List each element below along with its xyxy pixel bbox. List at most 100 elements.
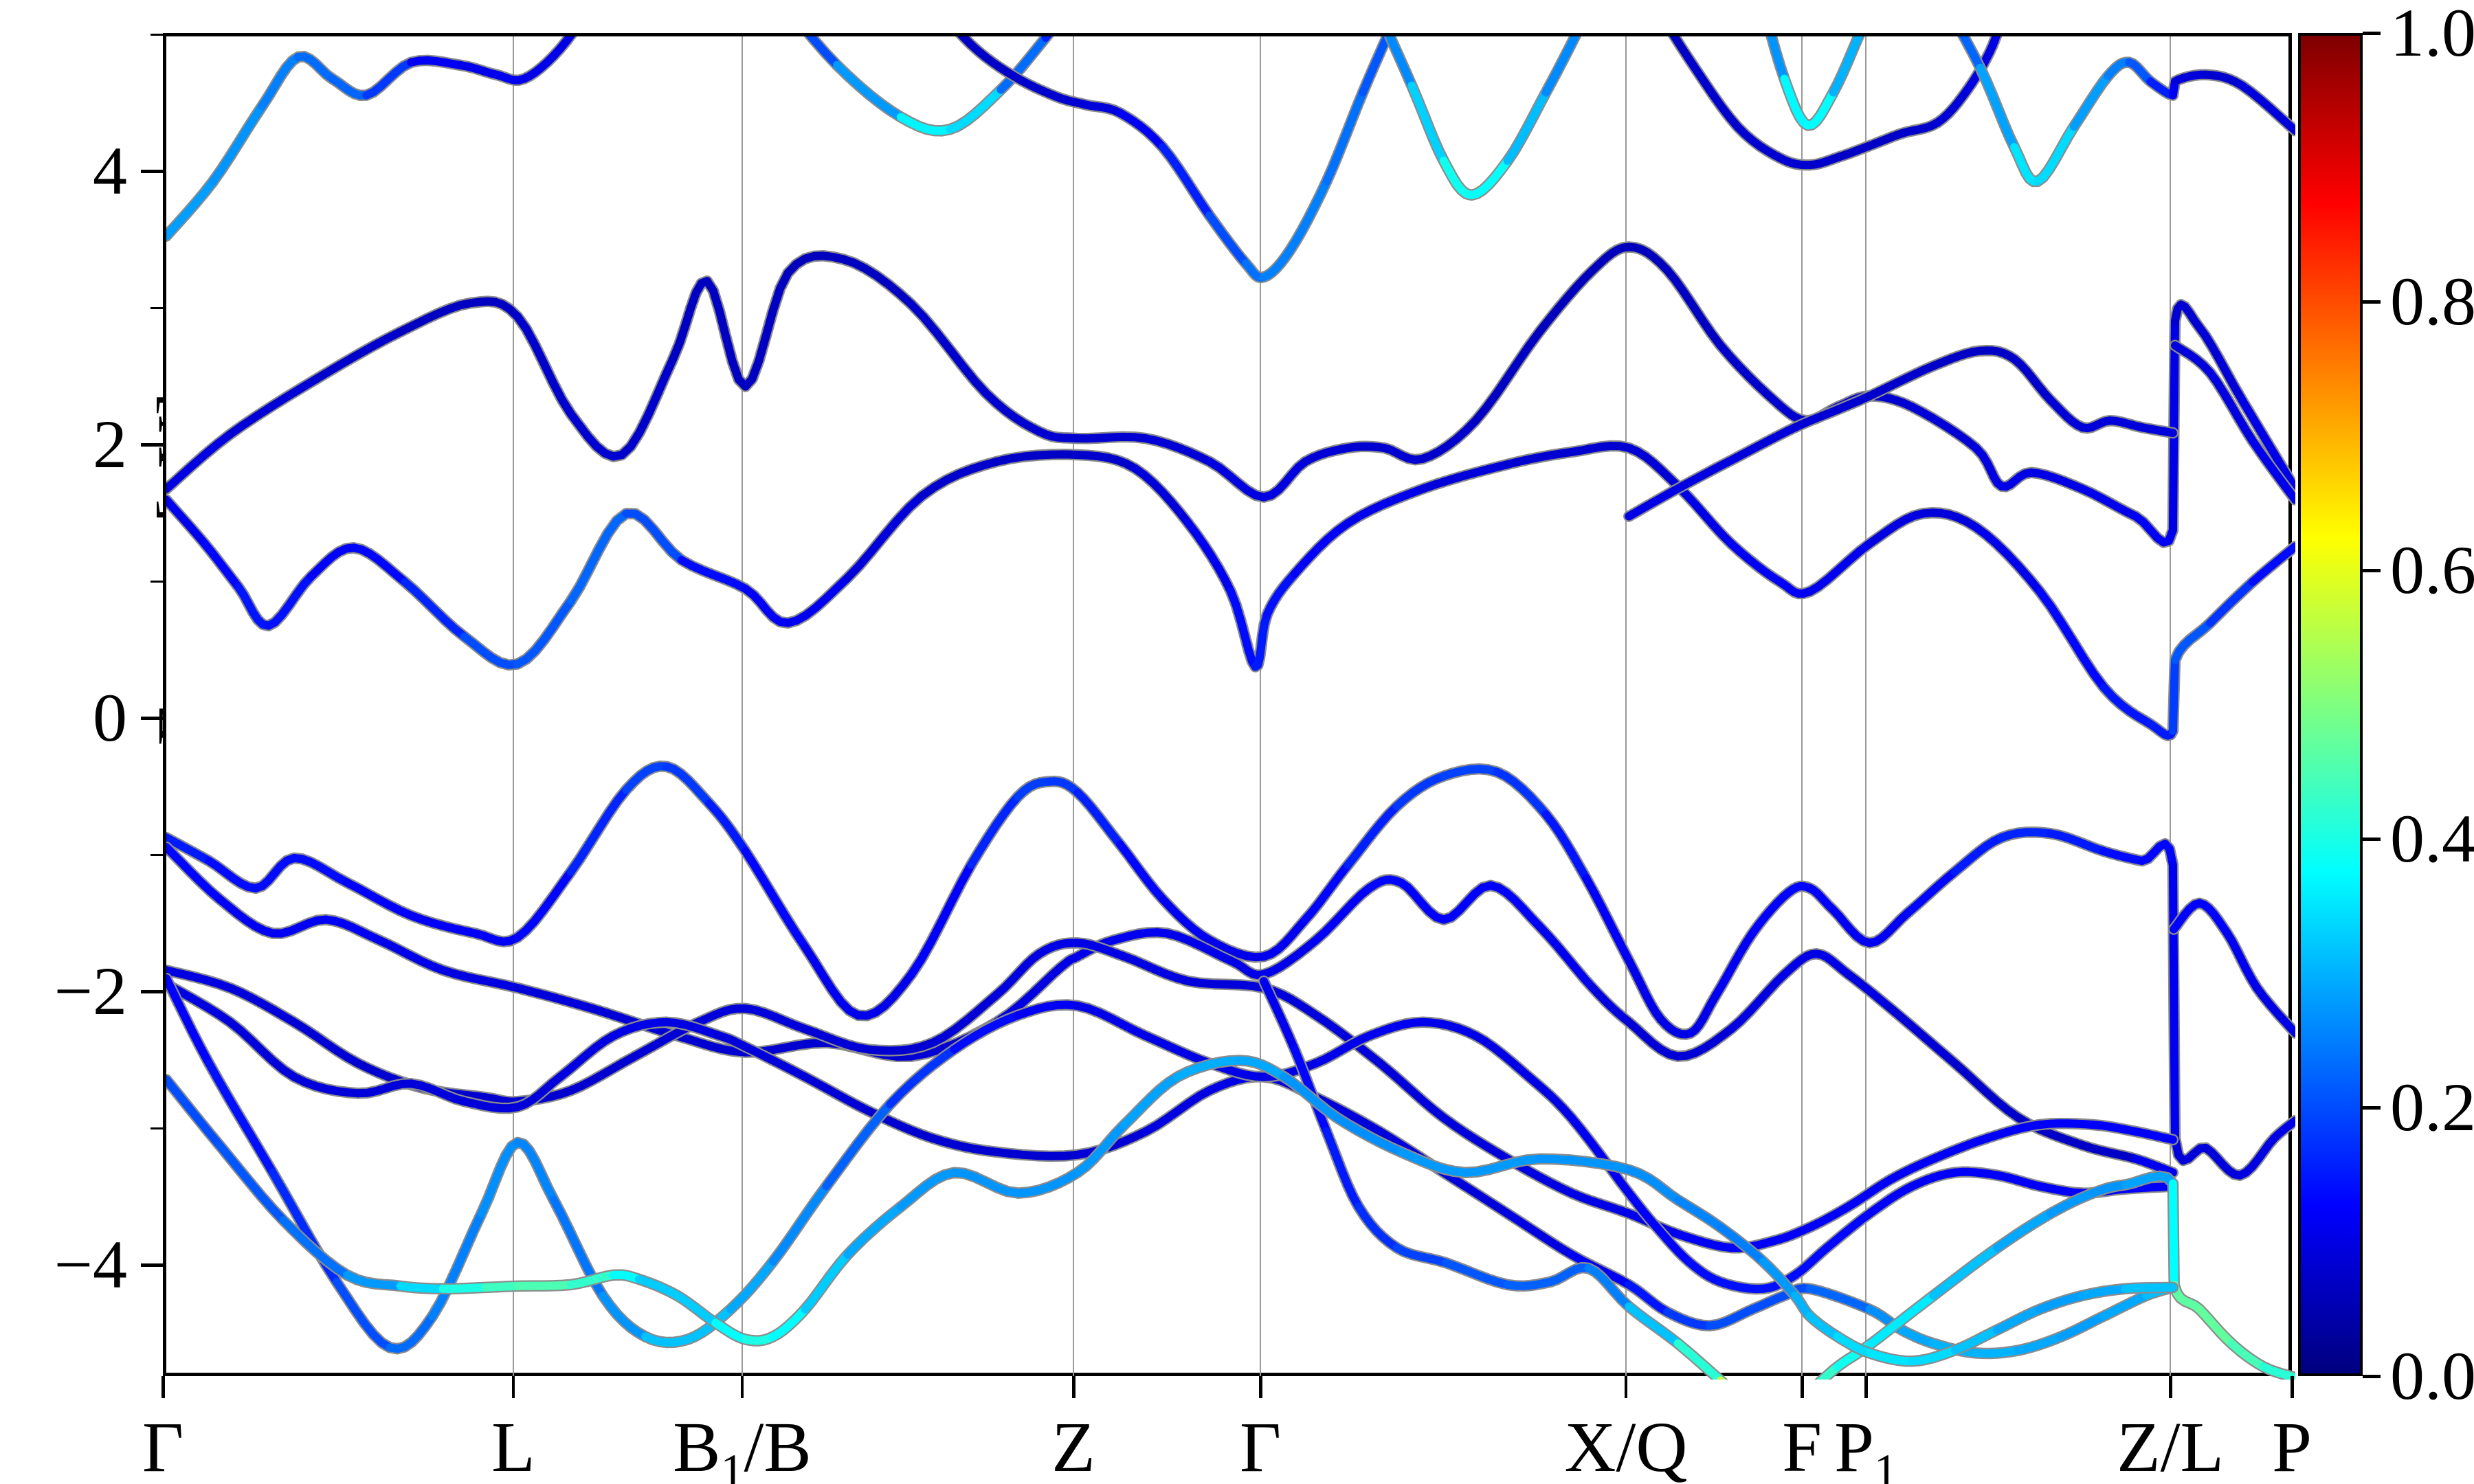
band-segment	[289, 854, 352, 887]
band-segment	[349, 543, 409, 586]
band-segment	[1929, 346, 1985, 370]
xtick	[1259, 1376, 1262, 1398]
band-segment	[1158, 895, 1214, 945]
band-segment	[166, 974, 213, 1068]
band-segment	[1829, 906, 1874, 947]
band-segment	[566, 409, 626, 461]
band-segment	[1158, 143, 1214, 220]
xtick	[161, 1376, 165, 1398]
band-segment	[1280, 1072, 1341, 1123]
band-segment	[1748, 1291, 1789, 1314]
band-segment	[886, 1045, 959, 1109]
band-segment	[1669, 36, 1693, 63]
colorbar-tick-label: 0.0	[2390, 1338, 2474, 1414]
xtick-label: X/Q	[1564, 1408, 1688, 1484]
colorbar-tick	[2363, 300, 2381, 304]
band-segment	[1260, 915, 1310, 961]
band-segment	[2046, 396, 2087, 432]
band-segment	[311, 327, 405, 384]
band-segment	[209, 102, 267, 186]
band-segment	[460, 632, 522, 669]
band-segment	[2222, 929, 2262, 993]
band-segment	[1684, 54, 1742, 131]
band-segment	[1441, 1259, 1512, 1289]
band-segment	[805, 36, 841, 69]
band-segment	[2099, 1291, 2151, 1320]
band-segment	[1344, 802, 1401, 869]
band-segment	[166, 1075, 224, 1149]
band-segment	[2195, 323, 2247, 405]
band-segment	[1567, 1189, 1634, 1218]
band-segment	[1439, 157, 1476, 199]
band-segment	[1311, 1011, 1384, 1068]
band-segment	[1471, 1031, 1533, 1081]
band-segment	[1205, 936, 1268, 962]
xtick-label: P	[2272, 1408, 2312, 1484]
band-segment	[1833, 392, 1874, 414]
band-segment	[258, 52, 303, 111]
band-segment	[1625, 1280, 1672, 1316]
band-segment	[200, 539, 243, 592]
band-segment	[950, 1011, 1023, 1054]
band-segment	[1759, 1257, 1799, 1300]
band-segment	[1082, 100, 1124, 117]
xtick	[1801, 1376, 1804, 1398]
band-segment	[1929, 1134, 1991, 1163]
band-segment	[673, 1291, 720, 1327]
band-segment	[2078, 416, 2115, 433]
band-segment	[1816, 1362, 1842, 1380]
band-segment	[1976, 63, 2019, 152]
band-segment	[2131, 1154, 2177, 1177]
band-segment	[1770, 1223, 1814, 1246]
band-segment	[513, 1280, 575, 1290]
band-segment	[1535, 922, 1597, 992]
band-segment	[1205, 211, 1250, 268]
band-segment	[566, 1270, 618, 1289]
band-segment	[2201, 1143, 2244, 1180]
band-segment	[783, 574, 852, 627]
band-segment	[1073, 1001, 1150, 1040]
band-segment	[1625, 243, 1672, 275]
band-segment	[1791, 1291, 1814, 1320]
band-segment	[2088, 1121, 2140, 1136]
band-segment	[513, 1072, 565, 1112]
band-segment	[307, 543, 358, 581]
band-segment	[1205, 457, 1268, 502]
band-segment	[2236, 1134, 2278, 1180]
band-segment	[2171, 70, 2210, 86]
band-segment	[1706, 1305, 1757, 1330]
band-segment	[2195, 1305, 2236, 1348]
band-segment	[1904, 867, 1959, 917]
band-segment	[513, 596, 575, 668]
colorbar-tick	[2363, 1375, 2381, 1378]
gridline-kpoint	[741, 36, 743, 1380]
band-segment	[166, 177, 218, 240]
band-segment	[1844, 970, 1895, 1013]
band-segment	[715, 1031, 750, 1051]
band-segment	[1073, 451, 1139, 473]
band-segment	[1311, 1093, 1384, 1136]
ytick-label: −2	[54, 953, 127, 1029]
band-segment	[1365, 875, 1405, 892]
band-segment	[2171, 618, 2215, 664]
band-segment	[917, 457, 1001, 500]
band-segment	[1886, 1154, 1938, 1184]
band-segment	[225, 984, 298, 1026]
band-segment	[2121, 1171, 2177, 1189]
band-segment	[1073, 432, 1150, 443]
band-segment	[407, 911, 480, 938]
band-segment	[520, 44, 565, 83]
band-segment	[396, 299, 475, 336]
band-segment	[1439, 1114, 1512, 1163]
band-segment	[2088, 1180, 2130, 1198]
band-segment	[166, 966, 234, 993]
band-outline	[166, 978, 2179, 1360]
band-segment	[1780, 949, 1820, 979]
band-segment	[1584, 1264, 1634, 1311]
band-segment	[1486, 881, 1544, 931]
band-segment	[289, 1018, 362, 1068]
band-segment	[741, 1332, 777, 1345]
band-segment	[1546, 1263, 1593, 1286]
band-segment	[992, 450, 1082, 466]
